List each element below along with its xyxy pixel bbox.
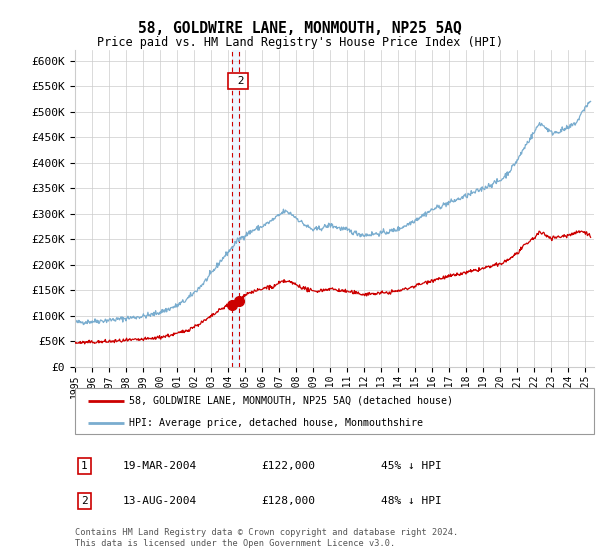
Text: Price paid vs. HM Land Registry's House Price Index (HPI): Price paid vs. HM Land Registry's House … <box>97 36 503 49</box>
FancyBboxPatch shape <box>75 388 594 434</box>
Text: 13-AUG-2004: 13-AUG-2004 <box>123 496 197 506</box>
Text: 2: 2 <box>81 496 88 506</box>
Text: 48% ↓ HPI: 48% ↓ HPI <box>381 496 442 506</box>
Text: 2: 2 <box>231 76 245 86</box>
Text: £122,000: £122,000 <box>261 461 315 471</box>
Text: 1: 1 <box>81 461 88 471</box>
Text: Contains HM Land Registry data © Crown copyright and database right 2024.
This d: Contains HM Land Registry data © Crown c… <box>75 528 458 548</box>
Bar <box>232 50 239 367</box>
Text: 58, GOLDWIRE LANE, MONMOUTH, NP25 5AQ: 58, GOLDWIRE LANE, MONMOUTH, NP25 5AQ <box>138 21 462 36</box>
Text: 19-MAR-2004: 19-MAR-2004 <box>123 461 197 471</box>
Text: HPI: Average price, detached house, Monmouthshire: HPI: Average price, detached house, Monm… <box>130 418 424 427</box>
Text: 58, GOLDWIRE LANE, MONMOUTH, NP25 5AQ (detached house): 58, GOLDWIRE LANE, MONMOUTH, NP25 5AQ (d… <box>130 396 454 406</box>
Text: 45% ↓ HPI: 45% ↓ HPI <box>381 461 442 471</box>
Text: £128,000: £128,000 <box>261 496 315 506</box>
